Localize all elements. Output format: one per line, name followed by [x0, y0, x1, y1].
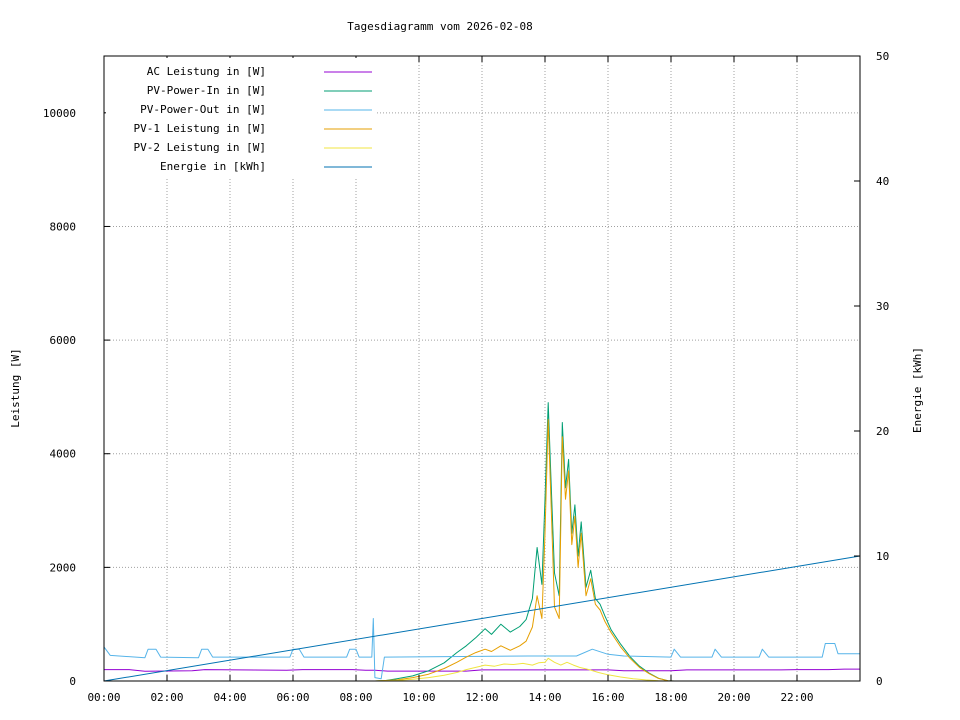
legend-label: PV-2 Leistung in [W] — [134, 141, 266, 154]
y2-tick-label: 0 — [876, 675, 883, 688]
x-tick-label: 06:00 — [276, 691, 309, 704]
legend: AC Leistung in [W] PV-Power-In in [W] PV-P… — [106, 58, 376, 178]
y2-tick-label: 50 — [876, 50, 889, 63]
legend-label: PV-Power-Out in [W] — [140, 103, 266, 116]
y-tick-label: 2000 — [50, 561, 77, 574]
x-tick-label: 16:00 — [591, 691, 624, 704]
x-tick-label: 02:00 — [150, 691, 183, 704]
x-tick-label: 00:00 — [87, 691, 120, 704]
series-line-3 — [103, 618, 860, 680]
x-tick-label: 04:00 — [213, 691, 246, 704]
x-tick-label: 20:00 — [717, 691, 750, 704]
y-tick-label: 4000 — [50, 448, 77, 461]
y-axis-label: Leistung [W] — [9, 348, 22, 427]
y2-tick-label: 10 — [876, 550, 889, 563]
x-tick-label: 12:00 — [465, 691, 498, 704]
series-line-4 — [104, 419, 860, 682]
legend-label: AC Leistung in [W] — [147, 65, 266, 78]
x-tick-label: 14:00 — [528, 691, 561, 704]
legend-label: PV-1 Leistung in [W] — [134, 122, 266, 135]
chart-title: Tagesdiagramm vom 2026-02-08 — [347, 20, 532, 33]
y-tick-label: 0 — [69, 675, 76, 688]
series-layer — [103, 402, 861, 682]
y2-tick-label: 30 — [876, 300, 889, 313]
y2-tick-label: 40 — [876, 175, 889, 188]
series-line-5 — [104, 657, 860, 682]
legend-box — [106, 58, 376, 178]
y2-tick-label: 20 — [876, 425, 889, 438]
x-tick-label: 08:00 — [339, 691, 372, 704]
series-line-6 — [103, 555, 861, 682]
x-tick-label: 10:00 — [402, 691, 435, 704]
series-line-1 — [104, 668, 860, 672]
series-line-2 — [104, 402, 860, 682]
legend-label: Energie in [kWh] — [160, 160, 266, 173]
y-tick-label: 6000 — [50, 334, 77, 347]
y-tick-label: 8000 — [50, 220, 77, 233]
x-tick-label: 18:00 — [654, 691, 687, 704]
legend-label: PV-Power-In in [W] — [147, 84, 266, 97]
y-tick-label: 10000 — [43, 107, 76, 120]
grid — [104, 56, 860, 681]
x-tick-label: 22:00 — [780, 691, 813, 704]
y2-axis-label: Energie [kWh] — [911, 347, 924, 433]
